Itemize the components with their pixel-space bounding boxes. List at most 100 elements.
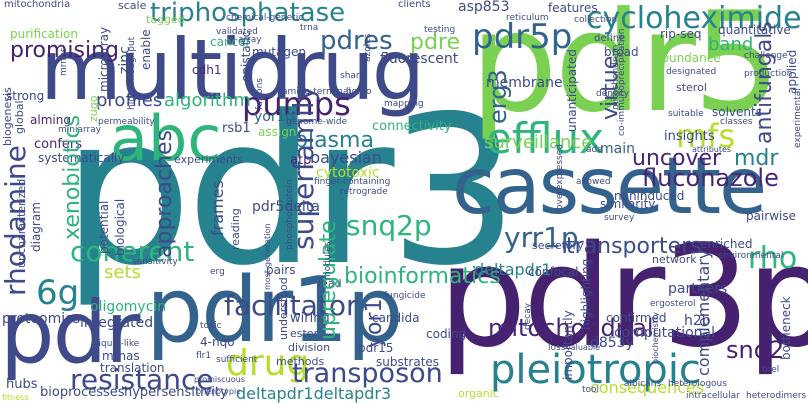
word-purification: purification	[10, 27, 78, 41]
word-wiring: wiring	[290, 311, 330, 326]
word-heterodimers: heterodimers	[746, 391, 807, 401]
word-mutagen: mutagen	[252, 45, 306, 59]
word-overexpressed: overexpressed	[555, 144, 565, 210]
word-loss: loss	[548, 343, 566, 353]
word-organic: organic	[458, 387, 499, 400]
word-phosphoprotein: phosphoprotein	[285, 179, 295, 250]
word-validated: validated	[216, 27, 258, 37]
word-tool: tool	[582, 385, 600, 395]
word-band: band	[708, 34, 754, 55]
word-similarity: similarity	[600, 197, 656, 211]
word-alming: alming	[30, 113, 71, 127]
word-membrane: membrane	[486, 75, 563, 91]
word-uncharacterized: uncharacterized	[15, 178, 28, 268]
word-intracellular: intracellular	[686, 391, 740, 401]
word-experiments: experiments	[174, 153, 243, 166]
word-deltapdr1deltapdr3: deltapdr1deltapdr3	[236, 384, 392, 403]
word-sensitivity: sensitivity	[132, 257, 178, 267]
word-lead: lead	[318, 277, 342, 290]
word-mitochondrial: mitochondrial	[488, 314, 654, 342]
word-biogenesis: biogenesis	[1, 87, 14, 146]
word-strong: strong	[6, 89, 45, 103]
word-confocal: confocal	[528, 265, 579, 279]
word-cytotoxic: cytotoxic	[316, 165, 380, 181]
word-epistatic: epistatic	[239, 30, 253, 82]
word-pdr5p: pdr5p	[472, 17, 573, 57]
word-scale: scale	[118, 0, 147, 12]
word-erg: erg	[210, 267, 225, 277]
word-biological: biological	[113, 198, 127, 256]
word-network: network	[652, 253, 697, 266]
word-zugo: zugo	[87, 95, 100, 122]
word-modules: modules	[323, 241, 333, 280]
word-challenge: challenge	[744, 51, 788, 61]
word-density: density	[596, 89, 629, 99]
word-transporters: transporters	[566, 234, 702, 259]
word-surveillance: surveillance	[484, 132, 593, 153]
word-fluconazole: fluconazole	[642, 164, 779, 192]
word-enable: enable	[139, 29, 153, 70]
word-most-generation: most-generation	[263, 223, 272, 290]
word-phenotypic: phenotypic	[196, 387, 241, 396]
word-pairwise: pairwise	[746, 209, 797, 223]
word-albicans: albicans	[624, 379, 662, 389]
word-collection: collection	[574, 15, 618, 25]
word-cancer: cancer	[210, 35, 251, 49]
word-toxic: toxic	[200, 321, 222, 331]
word-rho: rho	[748, 241, 798, 276]
word-reticulum: reticulum	[506, 13, 549, 23]
word-mfs: mfs	[676, 117, 736, 155]
word-assign: assign	[258, 125, 297, 139]
word-miniarray: miniarray	[58, 125, 102, 135]
word-pdr5delta: pdr5delta	[252, 199, 320, 215]
word-genome-wide: genome-wide	[286, 117, 348, 127]
word-bioinformatics: bioinformatics	[344, 264, 501, 289]
word-insights: insights	[664, 129, 715, 144]
word-mitochondrion: mitochondrion	[611, 44, 621, 110]
word-pdr5: pdr5	[470, 0, 781, 143]
word-consequences: consequences	[590, 378, 705, 397]
word-resistance: resistance	[70, 363, 214, 396]
word-hypersensitivity: hypersensitivity	[124, 385, 228, 400]
word-deltapdr1: deltapdr1	[474, 260, 552, 279]
word-sets: sets	[104, 262, 141, 283]
word-promiscuous: promiscuous	[194, 375, 245, 384]
word-liquid-like: liquid-like	[96, 339, 140, 349]
word-share: share	[340, 71, 365, 81]
word-confers: confers	[34, 137, 83, 152]
word-algorithm: algorithm	[164, 90, 251, 111]
word-sufficient: sufficient	[216, 355, 258, 365]
word-h2b: h2b	[684, 313, 711, 329]
word-noninduced: noninduced	[614, 189, 685, 203]
word-abundance: abundance	[654, 51, 721, 65]
word-mapping: mapping	[384, 99, 424, 109]
word-classes: classes	[720, 117, 753, 127]
word-mrnas: mrnas	[102, 349, 140, 363]
word-cycloheximide: cycloheximide	[586, 1, 802, 36]
word-substrates: substrates	[376, 355, 440, 369]
word-fitness: fitness	[2, 393, 29, 402]
word-bioprocesses: bioprocesses	[40, 385, 125, 400]
word-mdr: mdr	[734, 146, 779, 171]
word-experimental: experimental	[793, 88, 803, 148]
word-efflux: efflux	[486, 114, 604, 163]
word-integrated: integrated	[80, 315, 154, 331]
word-broad: broad	[604, 45, 639, 59]
word-division: division	[288, 341, 331, 354]
word-coding: coding	[426, 327, 467, 341]
word-bottleneck: bottleneck	[779, 296, 793, 360]
word-array: array	[238, 35, 262, 45]
word-mitochondria: mitochondria	[4, 0, 71, 10]
word-secretory: secretory	[532, 239, 584, 252]
word-atp: atp	[290, 153, 312, 168]
word-computational: computational	[614, 325, 716, 341]
word-features: features	[548, 1, 598, 15]
word-fluorescent: fluorescent	[380, 51, 459, 67]
word-d853y: d853y	[590, 335, 634, 351]
word-importantly: importantly	[561, 310, 575, 380]
word-cassette: cassette	[452, 142, 767, 232]
word-microarray: microarray	[97, 26, 111, 92]
word-high-throughput: high-throughput	[127, 36, 137, 110]
word-chemical-genetic: chemical-genetic	[226, 13, 304, 23]
